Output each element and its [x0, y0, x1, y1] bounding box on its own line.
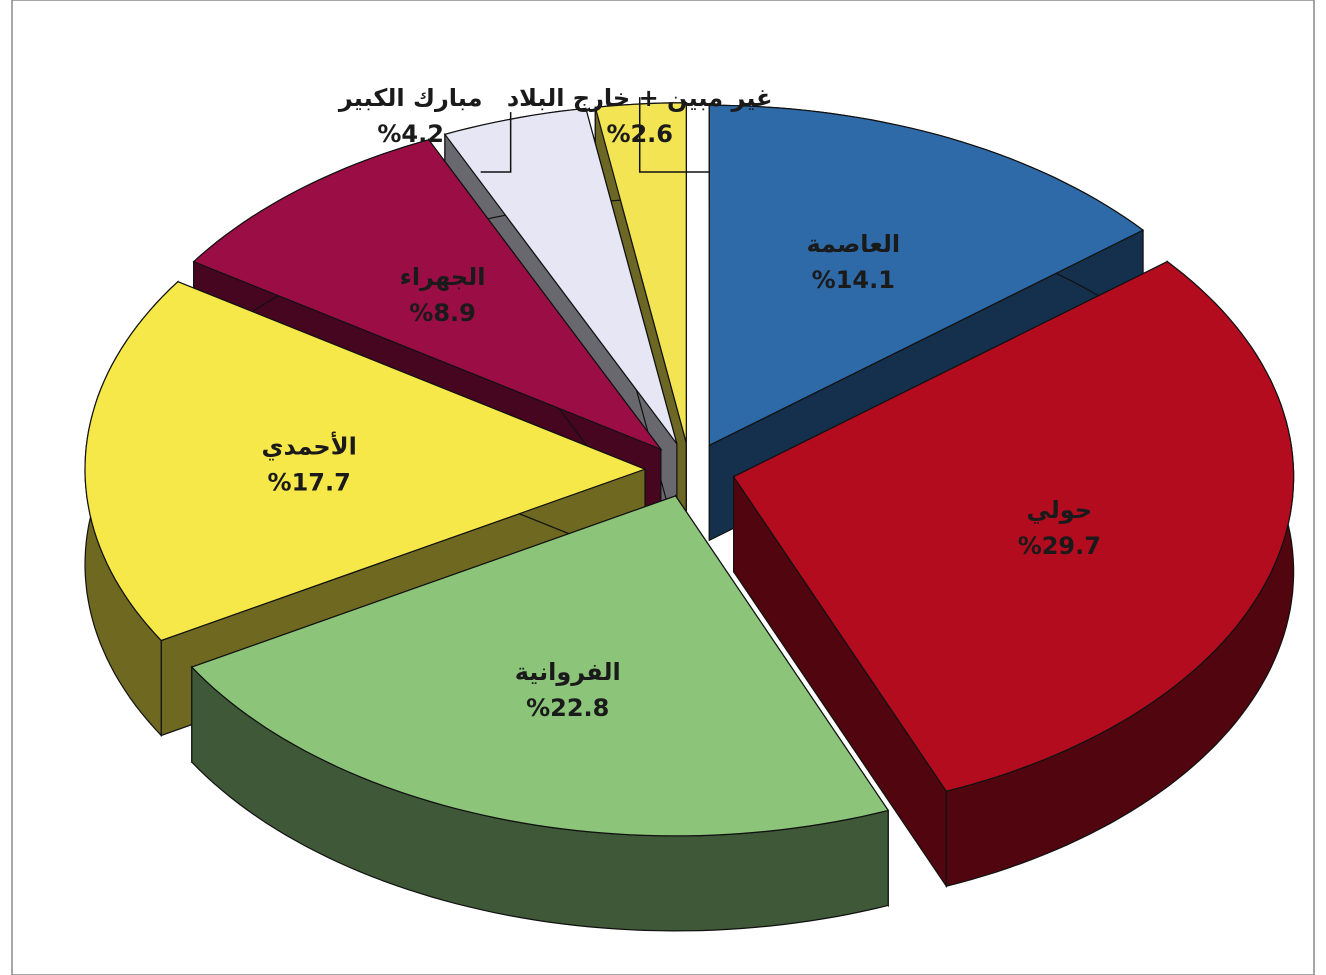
slice [594, 102, 687, 443]
slice-value-label: %14.1 [812, 266, 895, 294]
slice-label: الأحمدي [261, 431, 356, 460]
leader-line [480, 112, 512, 173]
slice-value-label: %8.9 [409, 299, 476, 327]
slice-label: الجهراء [400, 263, 486, 291]
slice [192, 139, 663, 451]
slice [84, 281, 647, 642]
leader-line [638, 97, 710, 173]
slice-value-label: %22.8 [526, 694, 609, 722]
slice-value-label: %29.7 [1018, 532, 1101, 560]
slice [708, 104, 1145, 447]
slice [190, 495, 890, 837]
slice-value-label: %17.7 [268, 468, 351, 496]
slice-label: مبارك الكبير [338, 84, 483, 112]
slice [443, 107, 678, 445]
slice-label: حولي [1027, 496, 1093, 524]
slice-label: غير مبين + خارج البلاد [507, 84, 773, 112]
slice-value-label: %4.2 [377, 120, 444, 148]
slice-value-label: %2.6 [606, 120, 673, 148]
slice [732, 260, 1295, 792]
slice-label: الفروانية [515, 658, 621, 686]
slice-label: العاصمة [806, 230, 900, 258]
